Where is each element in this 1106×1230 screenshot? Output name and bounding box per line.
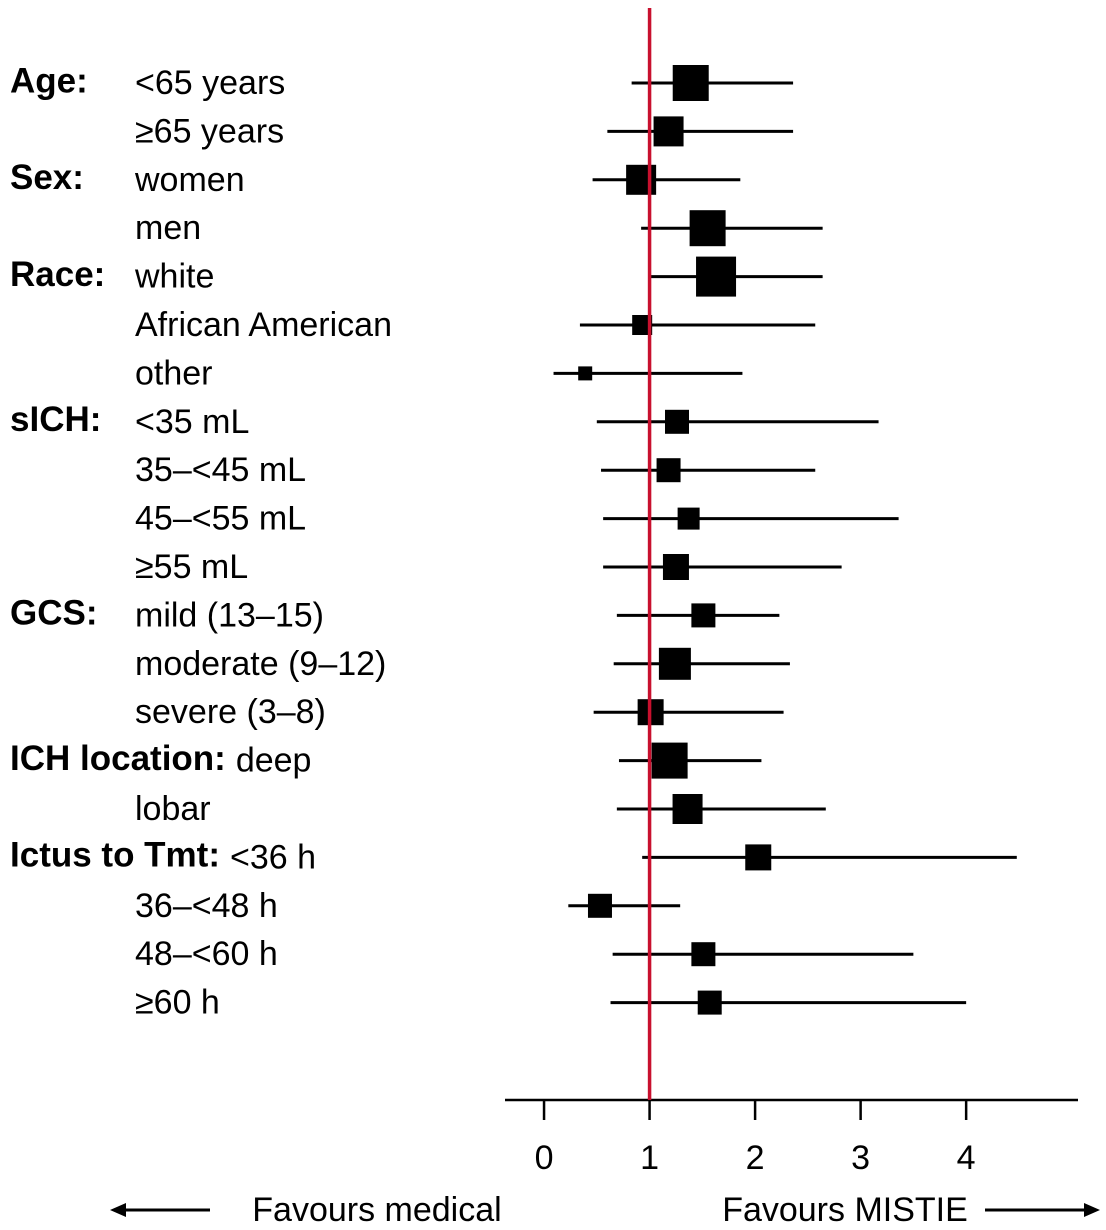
subgroup-label: 35–<45 mL [135, 451, 306, 489]
estimate-marker [672, 794, 703, 824]
group-label: Race: [10, 255, 105, 294]
left-arrow-head [110, 1203, 126, 1217]
group-label: ICH location: [10, 739, 226, 778]
subgroup-label: mild (13–15) [135, 596, 324, 634]
subgroup-label: African American [135, 306, 392, 344]
group-label: GCS: [10, 594, 98, 633]
left-label: Favours medical [252, 1191, 501, 1229]
estimate-marker [677, 507, 700, 530]
subgroup-label: 36–<48 h [135, 887, 278, 925]
x-tick-label: 1 [640, 1139, 659, 1177]
estimate-marker [691, 603, 716, 628]
estimate-marker [651, 742, 688, 779]
subgroup-label: deep [236, 742, 312, 780]
subgroup-label: lobar [135, 790, 211, 828]
subgroup-label: women [134, 161, 245, 199]
subgroup-label: ≥55 mL [135, 548, 248, 586]
estimate-marker [632, 315, 653, 335]
subgroup-label: other [135, 354, 213, 392]
subgroup-label: <35 mL [135, 403, 249, 441]
x-tick-label: 0 [535, 1139, 554, 1177]
estimate-marker [587, 893, 612, 918]
x-tick-label: 2 [746, 1139, 765, 1177]
estimate-marker [745, 844, 772, 871]
subgroup-label: severe (3–8) [135, 693, 326, 731]
estimate-marker [653, 116, 684, 147]
subgroup-label: ≥60 h [135, 984, 220, 1022]
right-arrow-head [1084, 1203, 1100, 1217]
estimate-marker [696, 256, 737, 297]
group-label: sICH: [10, 400, 101, 439]
subgroup-label: ≥65 years [135, 112, 284, 150]
subgroup-label: white [134, 258, 214, 296]
subgroup-label: 45–<55 mL [135, 500, 306, 538]
subgroup-label: 48–<60 h [135, 935, 278, 973]
subgroup-label: <65 years [135, 64, 285, 102]
subgroup-label: men [135, 209, 201, 247]
estimate-marker [691, 942, 716, 967]
x-tick-label: 4 [957, 1139, 976, 1177]
estimate-marker [578, 366, 593, 381]
estimate-marker [672, 65, 709, 101]
estimate-marker [665, 409, 690, 434]
estimate-marker [658, 647, 691, 680]
group-label: Age: [10, 61, 88, 100]
group-label: Ictus to Tmt: [10, 836, 220, 875]
right-label: Favours MISTIE [722, 1191, 968, 1229]
estimate-marker [662, 554, 689, 580]
subgroup-label: moderate (9–12) [135, 645, 386, 683]
x-tick-label: 3 [851, 1139, 870, 1177]
group-label: Sex: [10, 158, 84, 197]
subgroup-label: <36 h [230, 838, 316, 876]
estimate-marker [626, 164, 657, 195]
estimate-marker [697, 990, 722, 1015]
estimate-marker [689, 210, 726, 247]
estimate-marker [656, 458, 681, 483]
